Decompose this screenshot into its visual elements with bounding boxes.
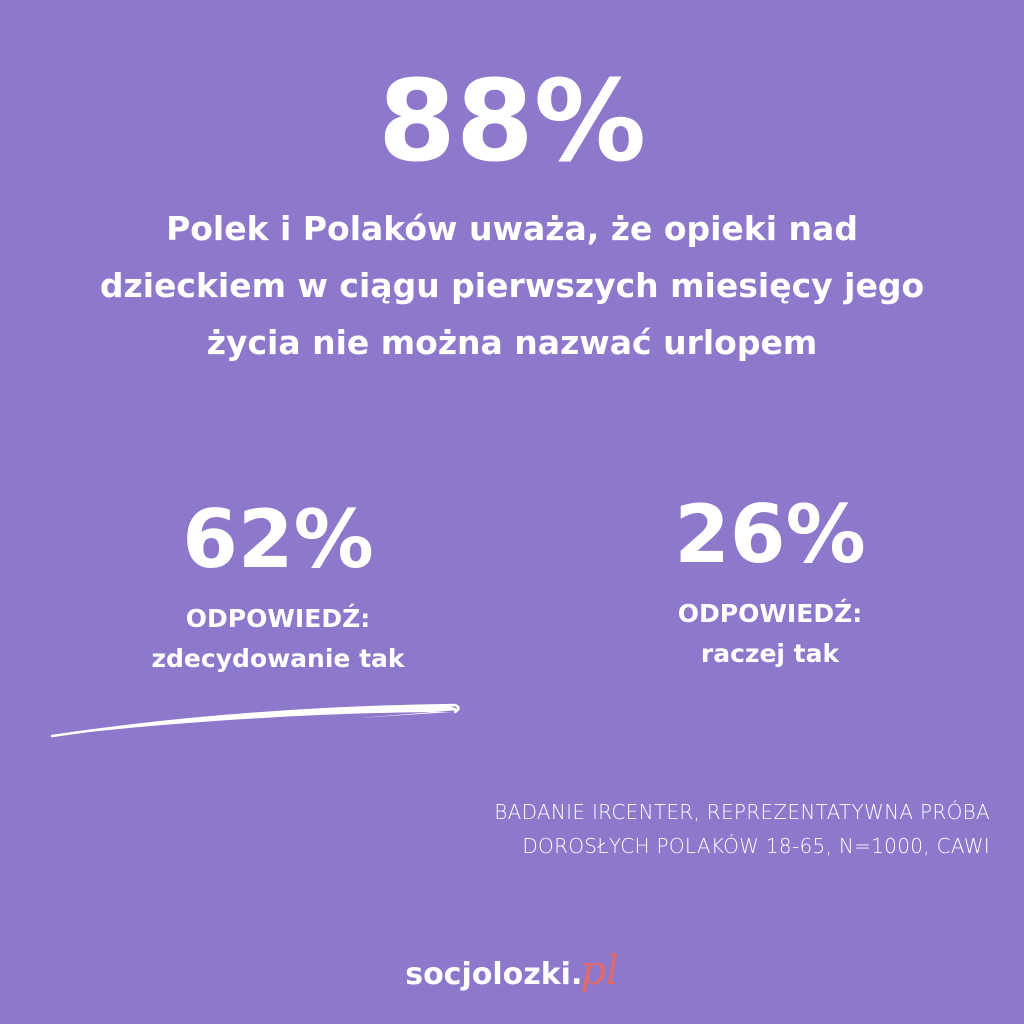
- source-line-1: BADANIE IRCENTER, REPREZENTATYWNA PRÓBA: [494, 800, 990, 824]
- underline-swoosh-icon: [50, 703, 460, 738]
- stat-label: ODPOWIEDŹ:: [677, 599, 863, 628]
- stat-definitely-yes: 62% ODPOWIEDŹ: zdecydowanie tak: [68, 495, 488, 679]
- stat-percent: 26%: [674, 488, 866, 581]
- stat-answer: zdecydowanie tak: [151, 644, 405, 673]
- stat-answer: raczej tak: [700, 639, 840, 668]
- source-line-2: DOROSŁYCH POLAKÓW 18-65, N=1000, CAWI: [522, 834, 990, 858]
- source-note: BADANIE IRCENTER, REPREZENTATYWNA PRÓBA …: [494, 795, 990, 863]
- logo-name: socjolozki: [405, 957, 571, 992]
- stat-percent: 62%: [182, 493, 374, 586]
- stat-rather-yes: 26% ODPOWIEDŹ: raczej tak: [560, 490, 980, 674]
- logo-suffix: pl: [580, 948, 619, 994]
- headline-text: Polek i Polaków uważa, że opieki nad dzi…: [99, 209, 925, 362]
- stat-label: ODPOWIEDŹ:: [185, 604, 371, 633]
- logo: socjolozki.pl: [405, 948, 619, 994]
- headline-percent: 88%: [377, 57, 647, 187]
